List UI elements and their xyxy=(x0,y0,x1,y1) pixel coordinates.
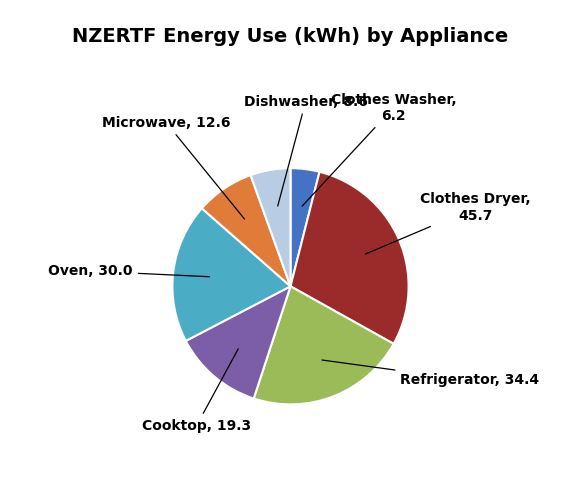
Wedge shape xyxy=(290,172,408,344)
Text: Microwave, 12.6: Microwave, 12.6 xyxy=(102,116,245,219)
Wedge shape xyxy=(202,175,290,286)
Text: Oven, 30.0: Oven, 30.0 xyxy=(48,264,210,278)
Wedge shape xyxy=(290,168,320,286)
Wedge shape xyxy=(173,209,290,341)
Text: Dishwasher, 8.6: Dishwasher, 8.6 xyxy=(243,95,368,206)
Text: Cooktop, 19.3: Cooktop, 19.3 xyxy=(142,349,251,432)
Wedge shape xyxy=(186,286,290,398)
Text: Clothes Washer,
6.2: Clothes Washer, 6.2 xyxy=(302,93,456,206)
Wedge shape xyxy=(250,168,290,286)
Text: Clothes Dryer,
45.7: Clothes Dryer, 45.7 xyxy=(365,192,530,254)
Text: Refrigerator, 34.4: Refrigerator, 34.4 xyxy=(322,360,539,387)
Title: NZERTF Energy Use (kWh) by Appliance: NZERTF Energy Use (kWh) by Appliance xyxy=(73,28,508,46)
Wedge shape xyxy=(254,286,394,404)
